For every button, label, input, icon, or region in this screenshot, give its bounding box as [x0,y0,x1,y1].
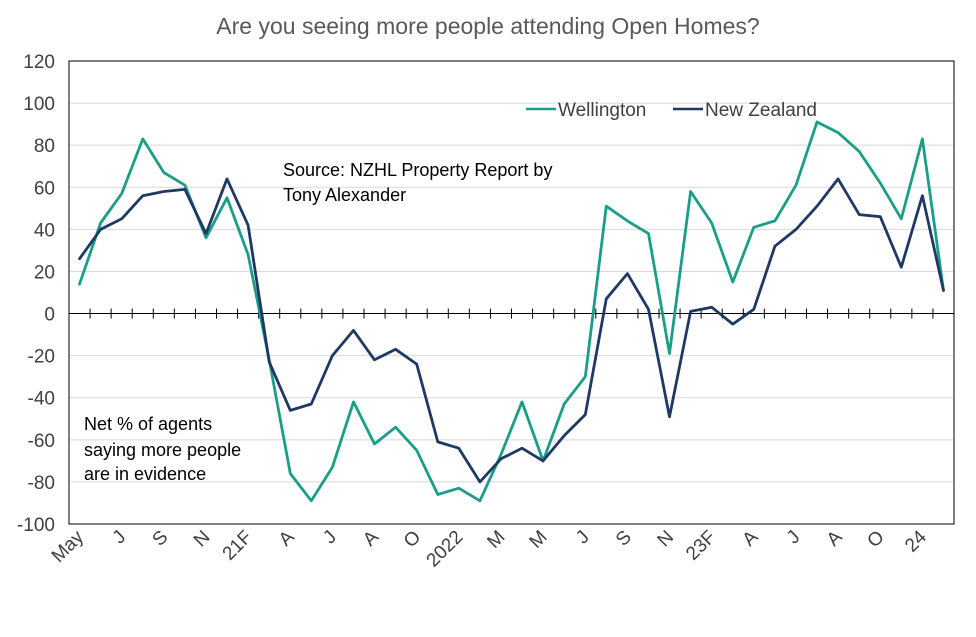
x-tick-label: A [823,526,847,550]
source-annotation: Source: NZHL Property Report by Tony Ale… [283,160,552,205]
note-annotation: Net % of agents saying more people are i… [84,414,241,484]
x-tick-label: S [149,527,173,551]
x-tick-label: J [109,527,131,549]
y-tick-label: 40 [34,220,55,241]
x-tick-label: A [359,526,383,550]
legend-label-wellington: Wellington [558,100,646,121]
y-tick-label: 120 [23,52,55,73]
y-tick-label: -40 [28,389,55,410]
plot-area-border [68,60,955,525]
series-lines [78,120,945,503]
legend: Wellington New Zealand [526,100,817,121]
x-tick-label: A [275,526,299,550]
legend-label-new-zealand: New Zealand [705,100,817,121]
x-tick-label: 21F [219,527,257,565]
x-tick-label: O [863,527,888,552]
x-tick-label: O [400,527,425,552]
y-axis-tick-labels: -100 -80 -60 -40 -20 0 20 40 60 80 100 120 [17,52,55,536]
y-tick-label: 80 [34,136,55,157]
note-line-2: saying more people [84,440,241,460]
y-tick-label: 20 [34,262,55,283]
x-tick-label: A [739,526,763,550]
series-line-new-zealand [78,177,945,484]
x-tick-label: M [526,527,552,553]
x-tick-label: N [654,527,679,552]
x-tick-label: J [783,527,805,549]
x-tick-label: 24 [901,526,931,556]
y-tick-label: 0 [44,305,55,326]
x-tick-label: 2022 [423,527,468,572]
y-tick-label: -60 [28,431,55,452]
y-tick-label: -80 [28,473,55,494]
note-line-3: are in evidence [84,464,206,484]
x-tick-label: S [612,527,636,551]
note-line-1: Net % of agents [84,414,212,434]
chart-title: Are you seeing more people attending Ope… [216,13,759,39]
x-axis-zero-line [68,308,955,319]
source-line-2: Tony Alexander [283,185,406,205]
x-tick-label: J [572,527,594,549]
x-tick-label: N [190,527,215,552]
y-tick-label: 100 [23,94,55,115]
series-line-wellington [78,120,945,503]
x-tick-label: M [483,527,509,553]
x-tick-label: 23F [682,527,720,565]
y-tick-label: -20 [28,347,55,368]
x-tick-label: J [319,527,341,549]
y-tick-label: -100 [17,515,55,536]
y-tick-label: 60 [34,178,55,199]
source-line-1: Source: NZHL Property Report by [283,160,552,180]
